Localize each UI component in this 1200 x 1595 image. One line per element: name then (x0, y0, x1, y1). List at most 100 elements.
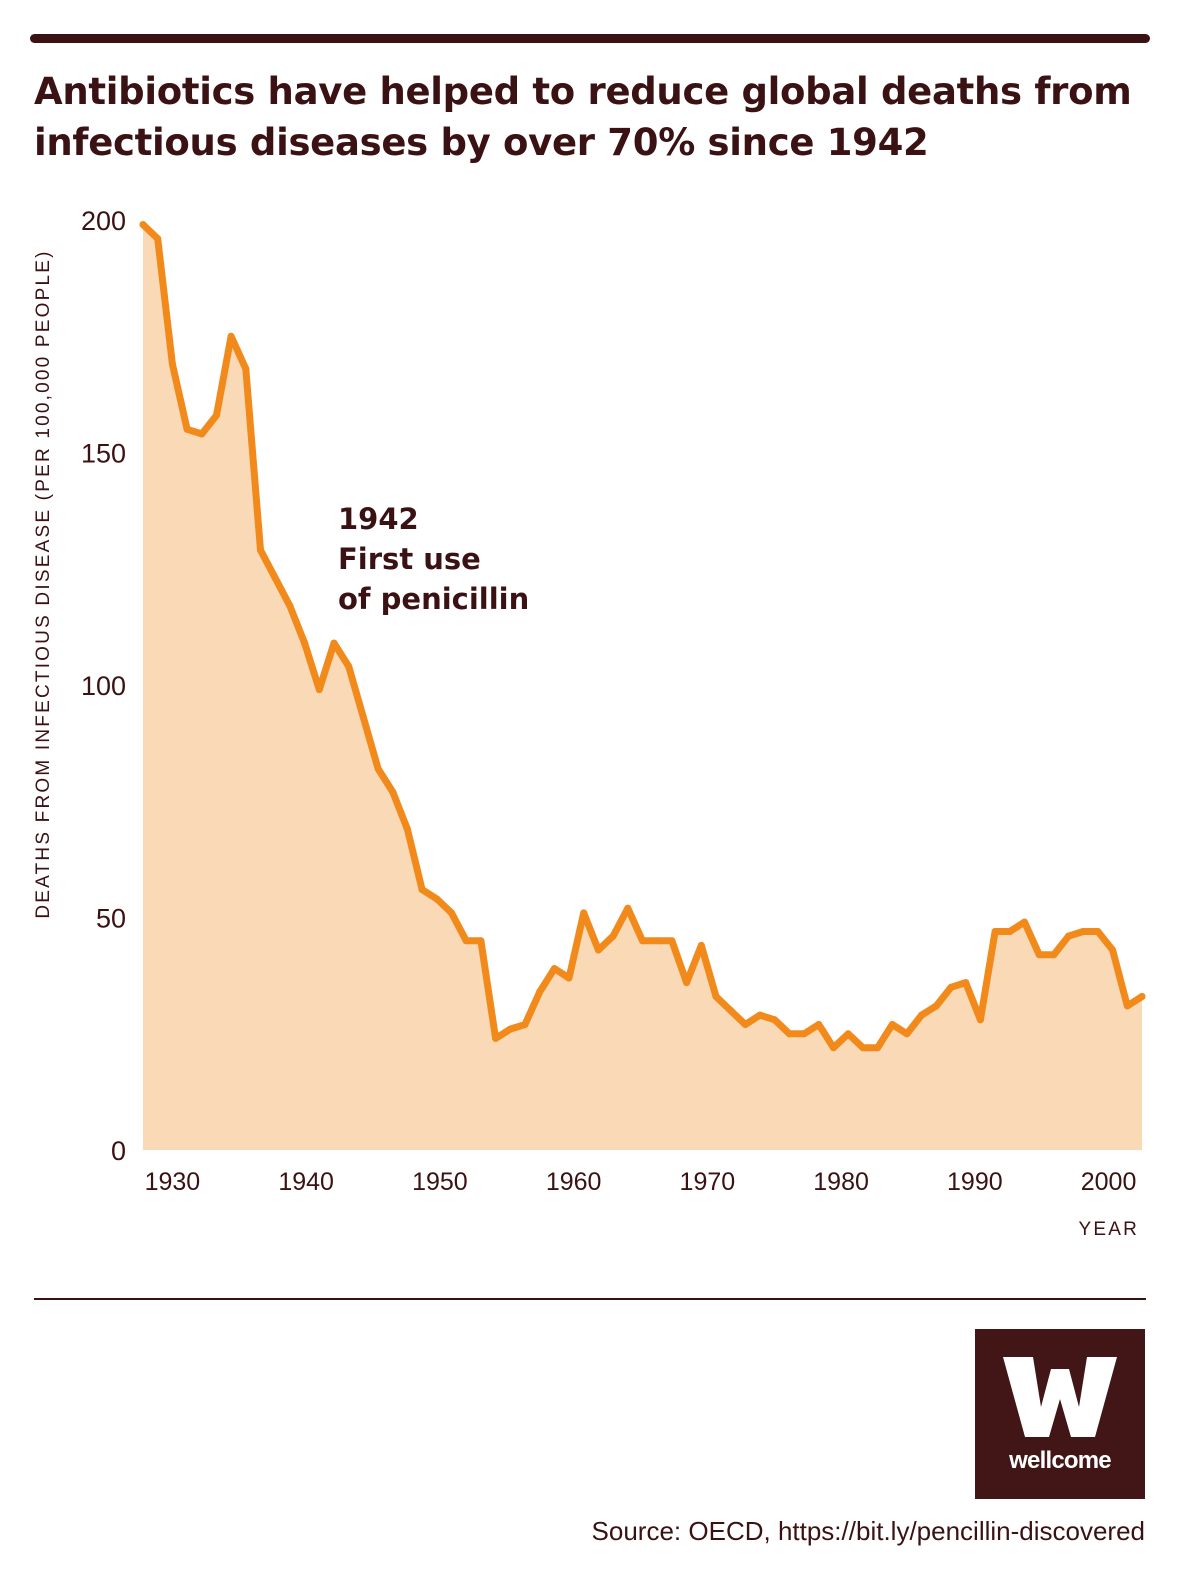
data-point (271, 574, 279, 582)
data-point (683, 979, 691, 987)
data-point (198, 430, 206, 438)
data-point (550, 965, 558, 973)
data-point (1035, 951, 1043, 959)
data-point (756, 1011, 764, 1019)
x-tick-label: 1970 (680, 1168, 736, 1196)
w-letter-icon (1003, 1357, 1117, 1437)
data-point (653, 937, 661, 945)
source-note: Source: OECD, https://bit.ly/pencillin-d… (591, 1516, 1145, 1546)
data-point (418, 886, 426, 894)
data-point (1006, 928, 1014, 935)
y-tick-label: 150 (81, 439, 126, 469)
data-point (374, 765, 382, 773)
y-tick-label: 200 (81, 206, 126, 236)
data-point (609, 932, 617, 940)
x-tick-labels: 1930 1940 1950 1960 1970 1980 1990 2000 (145, 1168, 1137, 1196)
annotation-line: 1942 (338, 502, 419, 536)
data-point (1109, 946, 1117, 954)
data-point (330, 639, 338, 647)
area-fill (143, 224, 1142, 1151)
x-tick-label: 1990 (947, 1168, 1003, 1196)
data-point (257, 546, 264, 554)
data-point (727, 1007, 735, 1014)
data-point (183, 425, 191, 433)
y-tick-label: 0 (111, 1136, 126, 1166)
x-tick-label: 2000 (1081, 1168, 1137, 1196)
annotation-line: of penicillin (338, 582, 529, 616)
data-point (168, 360, 176, 368)
x-tick-label: 1980 (813, 1168, 869, 1196)
chart-title-line-1: Antibiotics have helped to reduce global… (34, 70, 1132, 113)
data-point (1079, 928, 1087, 935)
data-point (462, 937, 470, 945)
data-point (1021, 918, 1028, 926)
top-rule (30, 34, 1150, 43)
data-point (874, 1044, 882, 1052)
penicillin-annotation: 1942 First use of penicillin (338, 502, 529, 616)
y-tick-label: 50 (96, 904, 126, 934)
data-point (918, 1011, 926, 1019)
chart-title: Antibiotics have helped to reduce global… (34, 66, 1144, 168)
data-point (1050, 951, 1058, 959)
data-point (1065, 932, 1072, 940)
data-point (345, 662, 353, 670)
data-point (668, 937, 676, 945)
data-point (565, 974, 573, 982)
logo-wordmark: wellcome (1008, 1447, 1111, 1474)
data-point (213, 411, 220, 419)
data-point (433, 895, 441, 903)
y-axis-label: DEATHS FROM INFECTIOUS DISEASE (PER 100,… (33, 249, 54, 918)
data-point (785, 1030, 793, 1038)
x-tick-label: 1960 (546, 1168, 602, 1196)
data-point (286, 602, 294, 610)
data-point (815, 1021, 823, 1028)
data-point (991, 928, 999, 935)
data-point (697, 941, 705, 949)
data-point (448, 909, 455, 917)
data-point (594, 946, 602, 954)
x-tick-label: 1950 (412, 1168, 468, 1196)
data-point (976, 1016, 984, 1024)
wellcome-logo: wellcome (975, 1329, 1145, 1499)
data-point (301, 639, 309, 647)
data-point (1094, 928, 1102, 935)
x-tick-label: 1940 (278, 1168, 334, 1196)
chart-title-line-2: infectious diseases by over 70% since 19… (34, 121, 929, 164)
data-point (477, 937, 485, 945)
data-point (403, 825, 411, 833)
x-tick-label: 1930 (145, 1168, 201, 1196)
data-point (624, 904, 632, 912)
data-point (1138, 993, 1146, 1000)
data-point (771, 1016, 779, 1024)
data-point (947, 983, 955, 991)
data-point (315, 686, 323, 694)
data-point (139, 221, 147, 229)
data-point (389, 788, 397, 796)
data-point (932, 1002, 940, 1010)
data-point (536, 988, 544, 996)
data-point (227, 332, 235, 340)
data-point (888, 1021, 896, 1028)
data-point (962, 979, 970, 987)
bottom-rule (34, 1298, 1146, 1300)
data-points (139, 221, 1146, 1052)
data-point (154, 235, 162, 243)
deaths-area-chart: 0 50 100 150 200 1930 1940 1950 1960 1970 1980 199… (33, 206, 1146, 1240)
data-point (903, 1030, 911, 1038)
wellcome-logo-mark: wellcome (1003, 1357, 1117, 1474)
data-point (521, 1021, 529, 1028)
y-tick-label: 100 (81, 671, 126, 701)
data-point (712, 993, 720, 1000)
data-point (242, 365, 250, 373)
data-point (741, 1021, 749, 1028)
data-point (844, 1030, 852, 1038)
y-tick-labels: 0 50 100 150 200 (81, 206, 126, 1166)
data-point (359, 714, 367, 721)
data-point (492, 1034, 500, 1042)
data-point (580, 909, 588, 917)
data-point (800, 1030, 808, 1038)
x-axis-label: YEAR (1078, 1219, 1139, 1240)
data-point (1123, 1002, 1131, 1010)
annotation-line: First use (338, 542, 481, 576)
data-point (830, 1044, 837, 1052)
